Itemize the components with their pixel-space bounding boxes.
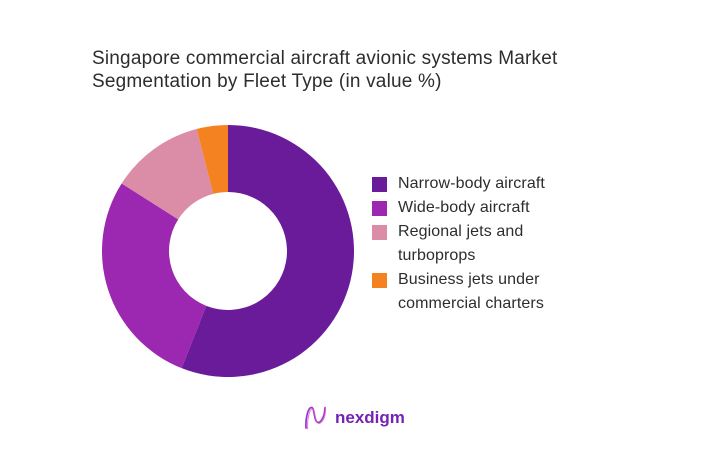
donut-chart	[100, 123, 356, 379]
chart-title: Singapore commercial aircraft avionic sy…	[92, 47, 558, 93]
donut-svg	[102, 125, 354, 377]
legend-label: Wide-body aircraft	[398, 199, 530, 216]
donut-segment-narrow-body-aircraft	[181, 125, 354, 377]
donut-segment-business-jets-under-commercial-charters	[196, 125, 228, 194]
legend-item: Regional jets and turboprops	[372, 220, 583, 268]
legend-swatch	[372, 201, 387, 216]
legend-swatch	[372, 177, 387, 192]
donut-segment-wide-body-aircraft	[102, 183, 207, 369]
legend: Narrow-body aircraft Wide-body aircraft Re…	[372, 172, 583, 316]
brand-logo: nexdigm	[303, 404, 405, 431]
nexdigm-n-icon	[303, 404, 328, 431]
legend-swatch	[372, 273, 387, 288]
legend-item: Business jets under commercial charters	[372, 268, 583, 316]
legend-label: Business jets under commercial charters	[398, 271, 544, 312]
brand-name: nexdigm	[335, 407, 405, 427]
legend-item: Wide-body aircraft	[372, 196, 583, 220]
legend-item: Narrow-body aircraft	[372, 172, 583, 196]
legend-label: Narrow-body aircraft	[398, 175, 545, 192]
legend-label: Regional jets and turboprops	[398, 223, 524, 264]
legend-swatch	[372, 225, 387, 240]
donut-segment-regional-jets-and-turboprops	[121, 128, 214, 220]
